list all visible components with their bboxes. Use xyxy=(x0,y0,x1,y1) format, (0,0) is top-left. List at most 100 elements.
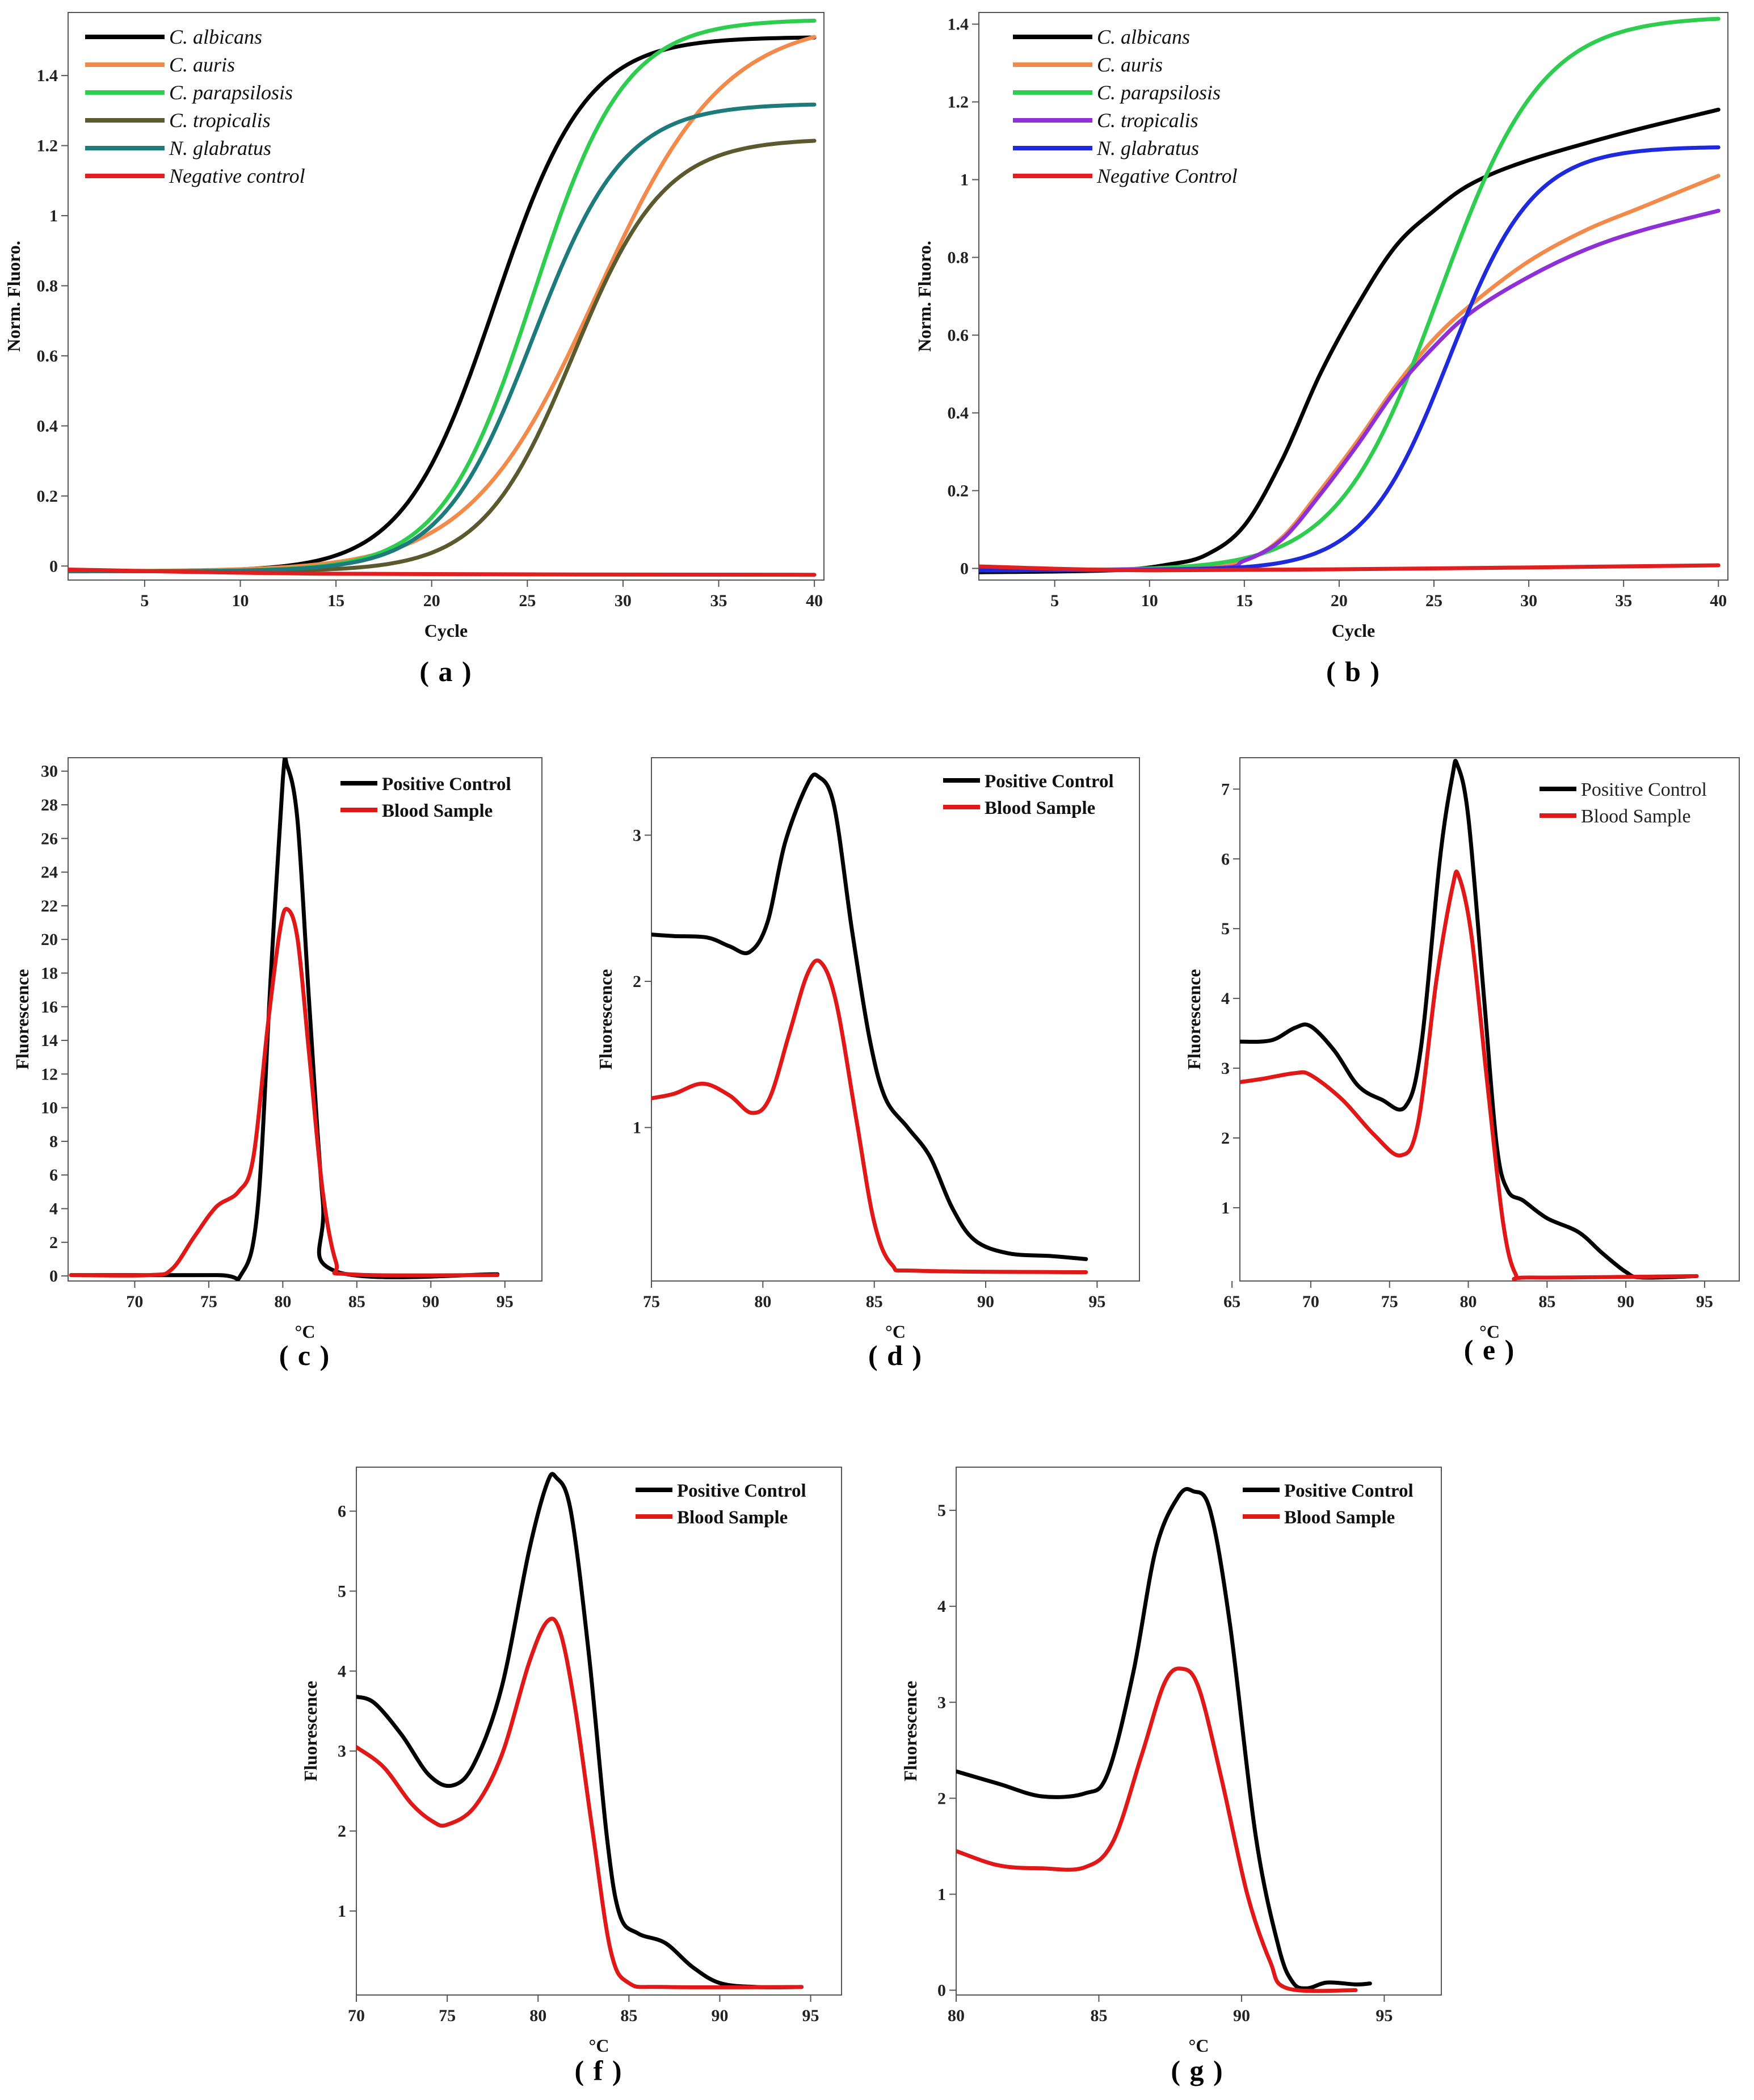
panel-caption: ( g ) xyxy=(1171,2055,1223,2086)
series-line-c-auris xyxy=(979,174,1721,573)
x-tick-label: 95 xyxy=(497,1292,514,1311)
x-tick-label: 15 xyxy=(1236,591,1253,610)
panel-caption: ( b ) xyxy=(1326,656,1381,687)
y-axis-label: Norm. Fluoro. xyxy=(914,241,935,352)
x-tick-label: 90 xyxy=(711,2006,728,2025)
y-tick-label: 4 xyxy=(1221,989,1230,1008)
series-line-positive-control xyxy=(1240,758,1699,1280)
x-tick-label: 95 xyxy=(1696,1292,1713,1311)
x-tick-label: 40 xyxy=(806,591,823,610)
series-line-negative-control xyxy=(979,563,1721,573)
chart-panel-b: 5 10 15 20 25 30 35 40 0 0.2 0.4 0.6 0.8 1 1.2 1.4 Cycle… xyxy=(914,12,1728,687)
legend: C. albicans C. auris C. parapsilosis C. tro… xyxy=(1013,26,1238,187)
y-axis-label: Norm. Fluoro. xyxy=(3,241,24,352)
x-tick-label: 85 xyxy=(620,2006,637,2025)
series-lines xyxy=(1240,758,1699,1281)
series-line-blood-sample xyxy=(69,906,500,1278)
x-axis-label: °C xyxy=(1189,2035,1209,2056)
x-tick-label: 90 xyxy=(1233,2006,1250,2025)
x-tick-label: 35 xyxy=(1615,591,1632,610)
legend: C. albicans C. auris C. parapsilosis C. tro… xyxy=(85,26,305,187)
y-tick-label: 1 xyxy=(1221,1199,1230,1217)
y-tick-label: 0 xyxy=(49,1267,58,1286)
series-lines xyxy=(651,772,1088,1274)
x-tick-label: 65 xyxy=(1223,1292,1240,1311)
chart-panel-e: 65 70 75 80 85 90 95 1 2 3 4 5 6 7 °C Fluorescence Posit… xyxy=(1184,757,1740,1366)
legend-entry: Positive Control xyxy=(985,771,1114,792)
legend-entry: C. parapsilosis xyxy=(169,81,293,104)
x-axis-label: °C xyxy=(589,2035,609,2056)
y-tick-label: 18 xyxy=(41,964,58,982)
y-tick-label: 3 xyxy=(633,826,641,845)
y-tick-label: 6 xyxy=(49,1166,58,1185)
legend-entry: C. tropicalis xyxy=(1097,109,1198,132)
panel-caption: ( a ) xyxy=(419,656,472,687)
series-line-c-albicans xyxy=(979,107,1721,574)
legend-entry: C. auris xyxy=(169,53,235,76)
y-axis-label: Fluorescence xyxy=(900,1681,920,1781)
panel-caption: ( d ) xyxy=(868,1339,923,1371)
plot-frame xyxy=(651,757,1140,1282)
x-tick-label: 90 xyxy=(422,1292,439,1311)
series-line-c-parapsilosis xyxy=(979,16,1721,573)
legend-entry: C. albicans xyxy=(1097,26,1190,48)
y-tick-label: 26 xyxy=(41,829,58,848)
series-line-positive-control xyxy=(956,1487,1372,1990)
y-tick-label: 0.4 xyxy=(37,417,58,435)
x-tick-label: 20 xyxy=(423,591,440,610)
x-tick-label: 70 xyxy=(348,2006,365,2025)
plot-frame xyxy=(356,1467,842,1996)
y-tick-label: 30 xyxy=(41,762,58,781)
legend-entry: Blood Sample xyxy=(1284,1507,1395,1528)
y-tick-label: 28 xyxy=(41,796,58,814)
legend: Positive Control Blood Sample xyxy=(636,1481,806,1528)
plot-frame xyxy=(1239,757,1740,1282)
legend-entry: C. parapsilosis xyxy=(1097,81,1221,104)
panel-caption: ( c ) xyxy=(279,1339,331,1371)
y-tick-label: 1.2 xyxy=(37,137,58,156)
series-line-blood-sample xyxy=(956,1666,1358,1993)
y-tick-label: 0.8 xyxy=(948,249,969,267)
y-tick-label: 0.6 xyxy=(37,347,58,366)
series-lines xyxy=(956,1487,1372,1993)
y-tick-label: 4 xyxy=(937,1597,946,1616)
x-tick-label: 85 xyxy=(348,1292,365,1311)
legend-entry: Blood Sample xyxy=(1581,806,1691,827)
y-tick-label: 0.6 xyxy=(948,326,969,345)
x-tick-label: 5 xyxy=(1050,591,1059,610)
series-line-blood-sample xyxy=(356,1616,804,1989)
x-tick-label: 80 xyxy=(274,1292,291,1311)
chart-panel-f: 70 75 80 85 90 95 1 2 3 4 5 6 °C Fluorescence Positive… xyxy=(300,1467,842,2086)
legend: Positive Control Blood Sample xyxy=(1540,779,1707,827)
x-axis-label: °C xyxy=(295,1321,316,1342)
series-line-c-tropicalis xyxy=(979,208,1721,573)
y-tick-label: 0.2 xyxy=(37,487,58,506)
y-axis-label: Fluorescence xyxy=(1184,969,1204,1069)
y-tick-label: 6 xyxy=(338,1502,346,1521)
x-tick-label: 75 xyxy=(643,1292,660,1311)
x-tick-label: 25 xyxy=(519,591,536,610)
y-tick-label: 3 xyxy=(1221,1059,1230,1078)
x-tick-label: 70 xyxy=(1302,1292,1319,1311)
legend-entry: C. albicans xyxy=(169,26,262,48)
y-tick-label: 1 xyxy=(338,1902,346,1921)
y-tick-label: 8 xyxy=(49,1132,58,1151)
plot-frame xyxy=(956,1467,1442,1996)
y-tick-label: 0.2 xyxy=(948,481,969,500)
series-line-positive-control xyxy=(356,1472,804,1989)
x-tick-label: 30 xyxy=(615,591,632,610)
y-tick-label: 10 xyxy=(41,1099,58,1118)
x-tick-label: 90 xyxy=(977,1292,994,1311)
x-tick-label: 85 xyxy=(1090,2006,1107,2025)
panel-caption: ( e ) xyxy=(1464,1334,1516,1366)
series-line-blood-sample xyxy=(1240,870,1699,1281)
y-tick-label: 2 xyxy=(633,972,641,991)
y-tick-label: 1.4 xyxy=(37,66,58,85)
y-tick-label: 4 xyxy=(338,1662,346,1681)
x-tick-label: 30 xyxy=(1520,591,1537,610)
legend-entry: Negative Control xyxy=(1096,165,1238,187)
y-tick-label: 0.8 xyxy=(37,276,58,295)
x-tick-label: 95 xyxy=(1088,1292,1105,1311)
